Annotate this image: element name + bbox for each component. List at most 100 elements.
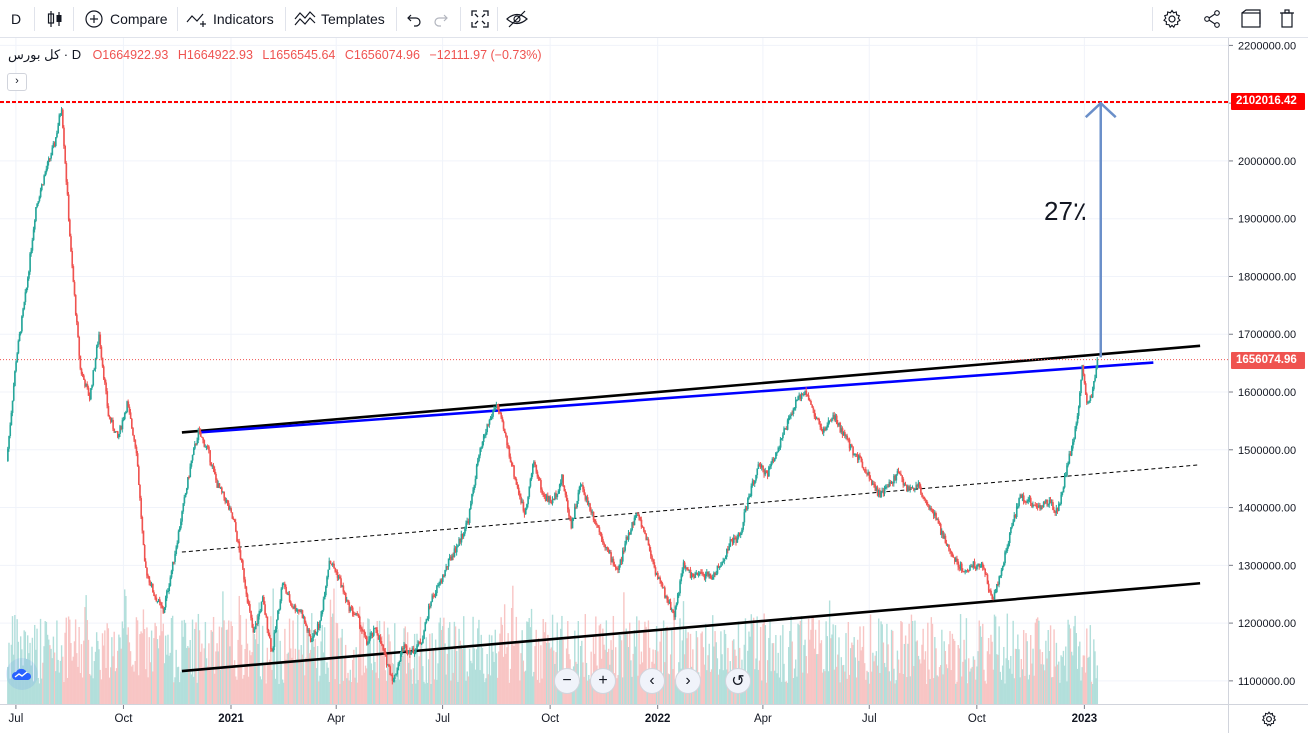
fullscreen-button[interactable] bbox=[470, 0, 490, 37]
axis-settings-button[interactable] bbox=[1228, 704, 1308, 733]
volume-bar bbox=[941, 629, 943, 704]
candle-body bbox=[45, 168, 48, 173]
volume-bar bbox=[494, 629, 496, 704]
candle-body bbox=[896, 470, 899, 475]
candle-body bbox=[543, 494, 546, 497]
settings-button[interactable] bbox=[1162, 0, 1182, 37]
candle-body bbox=[323, 595, 326, 600]
volume-bar bbox=[950, 670, 952, 704]
volume-bar bbox=[1004, 683, 1006, 704]
candle-body bbox=[177, 531, 180, 543]
scroll-left-button[interactable]: ‹ bbox=[639, 668, 665, 694]
volume-bar bbox=[396, 673, 398, 704]
volume-bar bbox=[655, 626, 658, 704]
candle-body bbox=[900, 473, 902, 476]
candle-body bbox=[66, 181, 69, 195]
volume-bar bbox=[168, 655, 170, 704]
reset-chart-button[interactable]: ↺ bbox=[725, 668, 751, 694]
candle-body bbox=[425, 619, 428, 623]
chart-pane[interactable] bbox=[0, 38, 1228, 704]
redo-button[interactable] bbox=[432, 0, 450, 37]
candle-body bbox=[408, 650, 410, 653]
candle-body bbox=[355, 613, 358, 615]
remove-button[interactable] bbox=[1278, 0, 1296, 37]
templates-button[interactable]: Templates bbox=[294, 0, 385, 37]
candle-body bbox=[886, 486, 888, 488]
candle-body bbox=[948, 544, 950, 549]
candle-body bbox=[441, 575, 444, 582]
candle-body bbox=[333, 563, 335, 569]
candle-body bbox=[343, 591, 346, 593]
volume-bar bbox=[79, 673, 81, 704]
volume-bar bbox=[266, 647, 269, 704]
volume-bar bbox=[901, 622, 903, 704]
candle-body bbox=[784, 428, 787, 430]
candle-body bbox=[876, 487, 879, 496]
volume-bar bbox=[99, 669, 101, 704]
volume-bar bbox=[30, 665, 32, 704]
candle-body bbox=[546, 495, 548, 501]
candle-body bbox=[911, 487, 914, 489]
percent-annotation[interactable]: 27٪ bbox=[1044, 196, 1087, 226]
candle-body bbox=[719, 566, 721, 568]
undo-button[interactable] bbox=[405, 0, 423, 37]
volume-bar bbox=[139, 634, 141, 704]
volume-bar bbox=[57, 659, 59, 704]
candle-body bbox=[653, 562, 656, 568]
compare-button[interactable]: Compare bbox=[84, 0, 168, 37]
legend-collapse-button[interactable]: › bbox=[7, 73, 27, 91]
candle-body bbox=[1024, 501, 1026, 503]
volume-bar bbox=[591, 677, 594, 704]
snapshot-button[interactable] bbox=[1240, 0, 1262, 37]
candle-body bbox=[578, 487, 581, 493]
volume-bar bbox=[500, 617, 502, 704]
interval-button[interactable]: D bbox=[11, 0, 21, 37]
indicators-button[interactable]: Indicators bbox=[186, 0, 274, 37]
candle-body bbox=[247, 602, 250, 605]
candle-body bbox=[494, 408, 497, 410]
zoom-out-button[interactable]: − bbox=[554, 668, 580, 694]
volume-bar bbox=[111, 637, 113, 704]
chart-type-button[interactable] bbox=[45, 0, 65, 37]
volume-bar bbox=[943, 641, 945, 704]
candle-body bbox=[434, 593, 437, 597]
trend-line-mid bbox=[181, 464, 1201, 553]
scroll-right-button[interactable]: › bbox=[675, 668, 701, 694]
candle-body bbox=[316, 624, 319, 633]
candle-body bbox=[64, 145, 67, 164]
zoom-in-button[interactable]: + bbox=[590, 668, 616, 694]
volume-bar bbox=[157, 648, 160, 704]
volume-bar bbox=[646, 683, 648, 704]
hide-drawings-button[interactable] bbox=[506, 0, 528, 37]
volume-bar bbox=[64, 632, 66, 704]
volume-bar bbox=[71, 660, 73, 704]
symbol-title[interactable]: کل بورس · D bbox=[8, 47, 82, 62]
price-axis[interactable]: 1100000.001200000.001300000.001400000.00… bbox=[1228, 38, 1308, 704]
tradingview-logo[interactable] bbox=[6, 658, 38, 690]
candle-body bbox=[228, 503, 230, 510]
candle-body bbox=[326, 577, 328, 587]
candle-body bbox=[540, 480, 542, 490]
volume-bar bbox=[263, 665, 265, 704]
candle-body bbox=[477, 461, 479, 466]
candle-body bbox=[258, 612, 261, 617]
candle-body bbox=[306, 625, 308, 631]
volume-bar bbox=[479, 670, 481, 704]
volume-bar bbox=[257, 643, 259, 704]
volume-bar bbox=[133, 671, 135, 704]
volume-bar bbox=[853, 637, 855, 704]
time-axis[interactable]: Jul Oct 2021 Apr Jul Oct 2022 Apr Jul Oct 2023 bbox=[0, 704, 1228, 734]
volume-bar bbox=[260, 679, 263, 704]
volume-bar bbox=[371, 670, 374, 704]
candle-body bbox=[935, 513, 937, 520]
candle-body bbox=[286, 592, 289, 595]
volume-bar bbox=[180, 671, 182, 704]
share-button[interactable] bbox=[1202, 0, 1222, 37]
divider bbox=[34, 7, 35, 31]
volume-bar bbox=[840, 657, 843, 704]
candle-body bbox=[1017, 506, 1019, 508]
volume-bar bbox=[88, 673, 91, 704]
candle-body bbox=[245, 586, 248, 595]
volume-bar bbox=[1037, 617, 1039, 704]
volume-bar bbox=[863, 663, 866, 704]
